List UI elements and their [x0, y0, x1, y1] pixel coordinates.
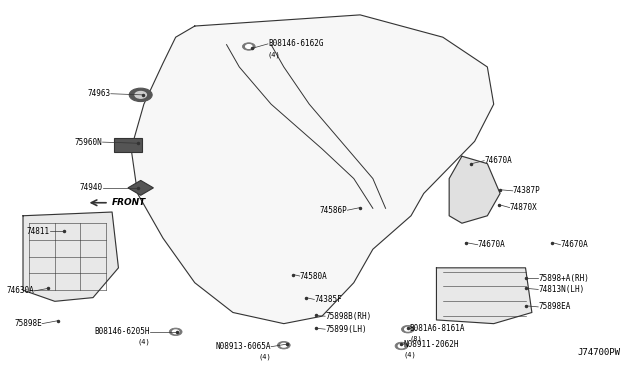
Circle shape: [395, 342, 408, 350]
Text: FRONT: FRONT: [112, 198, 147, 207]
Text: 75898+A(RH): 75898+A(RH): [538, 274, 589, 283]
Text: 75898B(RH): 75898B(RH): [325, 312, 371, 321]
Circle shape: [401, 326, 414, 333]
Circle shape: [278, 341, 290, 349]
Circle shape: [243, 43, 255, 50]
Circle shape: [398, 344, 404, 348]
Text: B081A6-8161A: B081A6-8161A: [410, 324, 465, 333]
Text: N08911-2062H: N08911-2062H: [403, 340, 459, 349]
Text: 74940: 74940: [79, 183, 102, 192]
Polygon shape: [23, 212, 118, 301]
Text: 75898EA: 75898EA: [538, 302, 571, 311]
Polygon shape: [131, 15, 493, 324]
Circle shape: [135, 92, 147, 98]
Polygon shape: [128, 180, 154, 195]
Text: 74963: 74963: [88, 89, 111, 98]
Text: 74580A: 74580A: [300, 272, 328, 280]
Text: 74670A: 74670A: [478, 240, 506, 249]
Text: 74630A: 74630A: [7, 286, 35, 295]
Polygon shape: [436, 268, 532, 324]
Text: 74670A: 74670A: [561, 240, 588, 249]
Text: (4): (4): [259, 354, 271, 360]
Text: B08146-6162G: B08146-6162G: [268, 39, 323, 48]
Circle shape: [170, 328, 182, 336]
Text: 74387P: 74387P: [513, 186, 541, 195]
Text: 74811: 74811: [27, 227, 50, 236]
Circle shape: [129, 88, 152, 102]
Text: 75899(LH): 75899(LH): [325, 325, 367, 334]
Text: 74670A: 74670A: [484, 156, 512, 165]
Text: 75898E: 75898E: [14, 319, 42, 328]
Text: (4): (4): [138, 339, 150, 346]
Text: 75960N: 75960N: [75, 138, 102, 147]
Text: (8): (8): [410, 335, 422, 342]
Text: 74586P: 74586P: [319, 206, 348, 215]
Text: 74385F: 74385F: [314, 295, 342, 304]
Text: B08146-6205H: B08146-6205H: [95, 327, 150, 336]
Text: (4): (4): [268, 51, 281, 58]
Text: 74813N(LH): 74813N(LH): [538, 285, 584, 294]
Polygon shape: [449, 156, 500, 223]
Text: (4): (4): [403, 351, 416, 358]
FancyBboxPatch shape: [114, 138, 142, 152]
Text: 74870X: 74870X: [509, 203, 538, 212]
Text: N08913-6065A: N08913-6065A: [216, 342, 271, 351]
Circle shape: [404, 327, 411, 331]
Circle shape: [246, 45, 252, 48]
Circle shape: [280, 343, 287, 347]
Text: J74700PW: J74700PW: [578, 348, 621, 357]
Circle shape: [173, 330, 179, 334]
